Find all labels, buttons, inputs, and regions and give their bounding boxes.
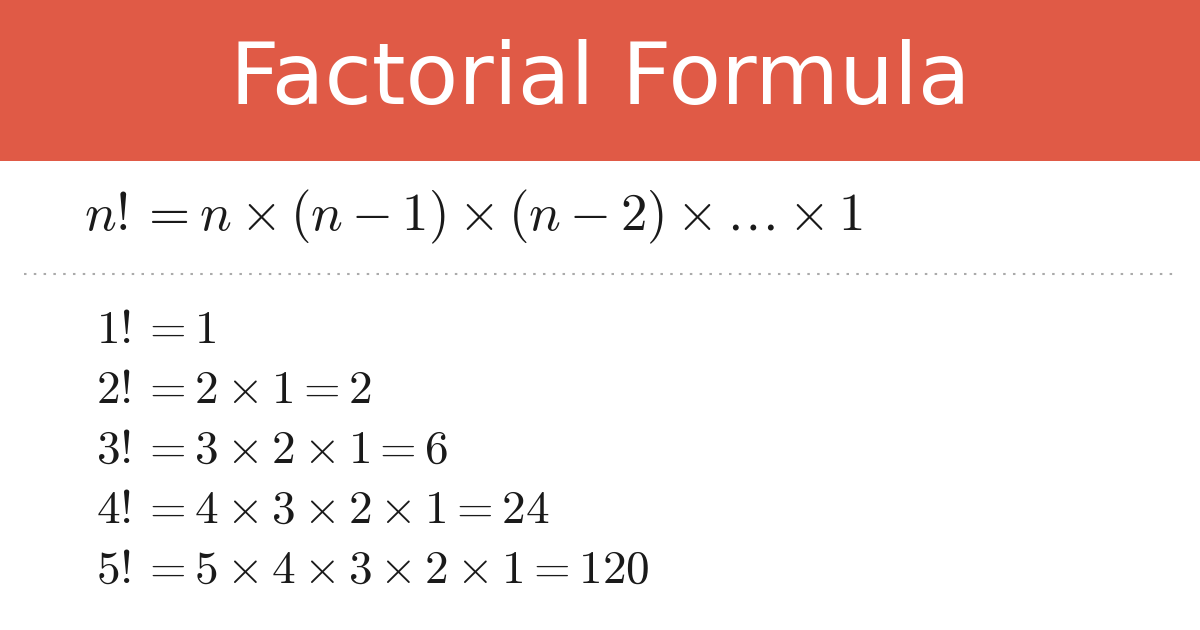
Text: $n! = n \times (n-1) \times (n-2) \times \ldots \times 1$: $n! = n \times (n-1) \times (n-2) \times…: [84, 188, 863, 246]
Text: $\mathbf{1! = 1}$: $\mathbf{1! = 1}$: [96, 308, 216, 353]
Text: Factorial Formula: Factorial Formula: [229, 39, 971, 122]
Text: $\mathbf{5! = 5 \times 4 \times 3 \times 2 \times 1 = 120}$: $\mathbf{5! = 5 \times 4 \times 3 \times…: [96, 547, 649, 593]
Text: $\mathbf{4! = 4 \times 3 \times 2 \times 1 = 24}$: $\mathbf{4! = 4 \times 3 \times 2 \times…: [96, 488, 550, 533]
Text: $\mathbf{3! = 3 \times 2 \times 1 = 6}$: $\mathbf{3! = 3 \times 2 \times 1 = 6}$: [96, 428, 449, 473]
Text: $\mathbf{2! = 2 \times 1 = 2}$: $\mathbf{2! = 2 \times 1 = 2}$: [96, 368, 371, 413]
Bar: [0, 0, 1200, 161]
